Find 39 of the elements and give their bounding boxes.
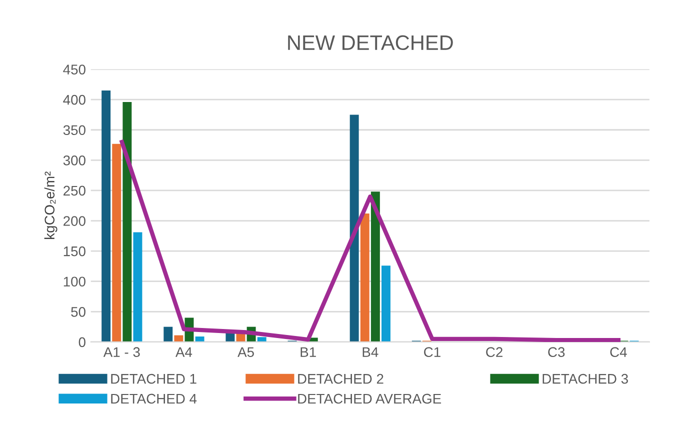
- legend-label: DETACHED 2: [298, 374, 384, 384]
- legend-label: DETACHED AVERAGE: [298, 394, 442, 404]
- x-tick-label: C3: [548, 347, 565, 358]
- x-tick-label: A4: [175, 347, 192, 357]
- y-tick-label: 450: [63, 64, 86, 74]
- bar: [164, 326, 173, 342]
- x-tick-label: A1 - 3: [103, 347, 140, 358]
- bar: [195, 336, 204, 342]
- line-series: [120, 140, 620, 342]
- bar: [381, 266, 390, 342]
- bar: [174, 335, 184, 342]
- x-tick-label: C2: [486, 347, 502, 358]
- x-tick-label: C4: [610, 347, 627, 358]
- y-tick-label: 50: [71, 306, 86, 317]
- bar: [133, 232, 142, 342]
- chart-title: NEW DETACHED: [288, 35, 453, 50]
- legend-label: DETACHED 4: [111, 394, 197, 404]
- bar: [370, 192, 380, 342]
- y-axis-title: kgCO₂e/m²: [44, 172, 58, 240]
- bar: [122, 102, 132, 342]
- y-tick-label: 400: [63, 94, 86, 105]
- y-tick-label: 250: [64, 186, 86, 196]
- legend-label: DETACHED 3: [542, 374, 628, 384]
- legend-label: DETACHED 1: [111, 374, 196, 384]
- y-tick-label: 200: [64, 216, 86, 226]
- y-tick-label: 0: [78, 337, 86, 348]
- y-tick-label: 350: [63, 125, 86, 136]
- y-tick-label: 150: [64, 246, 86, 256]
- bar: [350, 114, 359, 342]
- y-tick-label: 300: [63, 156, 86, 166]
- x-tick-label: B1: [300, 347, 316, 357]
- bar: [360, 213, 370, 342]
- bar: [102, 90, 111, 342]
- bar: [257, 337, 266, 342]
- x-tick-label: B4: [362, 347, 378, 357]
- bar: [112, 144, 122, 342]
- x-tick-label: C1: [424, 347, 440, 358]
- y-tick-label: 100: [64, 276, 86, 287]
- x-tick-label: A5: [238, 347, 254, 358]
